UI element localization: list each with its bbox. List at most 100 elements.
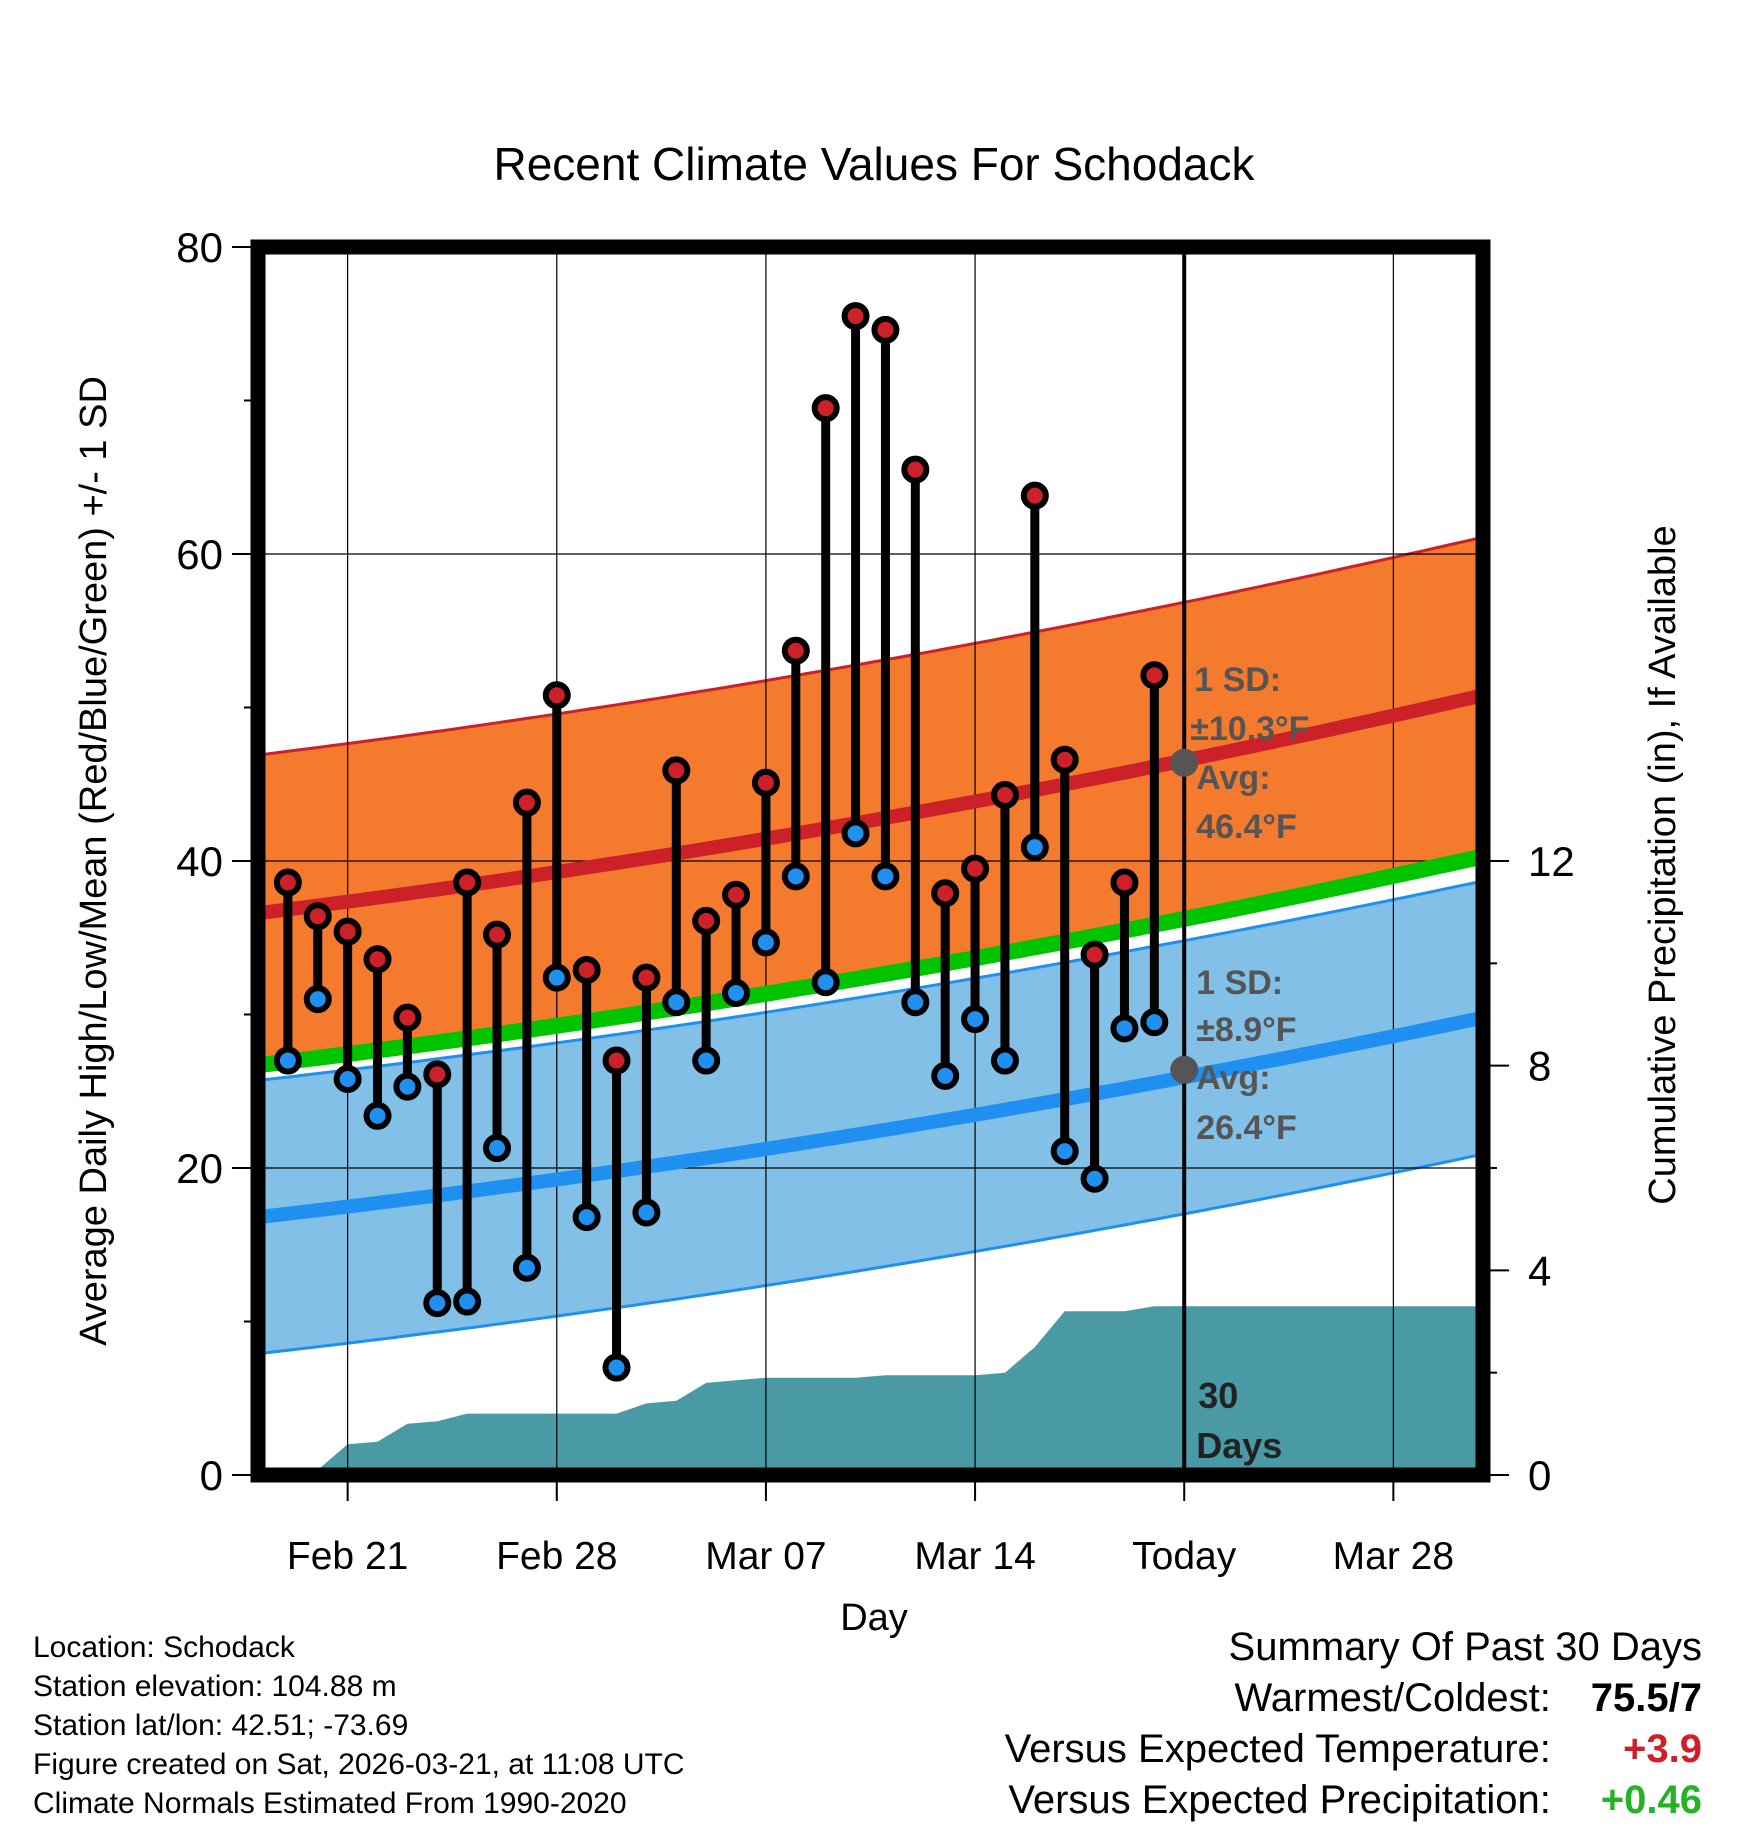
daily-high-point [512,788,541,817]
daily-high-point [751,768,780,797]
low-avg-label: Avg: [1196,1059,1270,1097]
chart-title: Recent Climate Values For Schodack [493,138,1255,190]
y-tick-label: 20 [176,1145,223,1192]
low-sd-band [258,881,1483,1354]
latlon-text: Station lat/lon: 42.51; -73.69 [33,1709,409,1742]
x-tick-label: Today [1132,1535,1237,1578]
warmest-label: Warmest/Coldest: [1234,1676,1551,1720]
daily-high-point [662,756,691,785]
summary-precip-row: Versus Expected Precipitation: +0.46 [1005,1775,1702,1826]
daily-high-point [961,854,990,883]
daily-low-point [572,1203,601,1232]
daily-low-point [1020,833,1049,862]
y-tick-label: 60 [176,531,223,578]
today-low-avg-marker [1170,1055,1199,1084]
daily-low-point [841,819,870,848]
x-tick-label: Mar 07 [705,1535,826,1578]
daily-high-point [1110,868,1139,897]
created-text: Figure created on Sat, 2026-03-21, at 11… [33,1748,685,1781]
daily-high-point [602,1046,631,1075]
y2-tick-label: 4 [1528,1247,1551,1294]
precip-area [258,1306,1483,1475]
y-tick-label: 80 [176,224,223,271]
daily-low-point [632,1198,661,1227]
daily-high-point [1080,940,1109,969]
temp-label: Versus Expected Temperature: [1004,1727,1551,1771]
daily-high-point [483,920,512,949]
daily-low-point [811,968,840,997]
daily-high-point [303,902,332,931]
precip-value: +0.46 [1600,1778,1702,1822]
low-sd-value: ±8.9°F [1196,1011,1296,1049]
high-sd-value: ±10.3°F [1190,710,1309,748]
daily-low-point [363,1101,392,1130]
daily-high-point [990,780,1019,809]
daily-low-point [990,1046,1019,1075]
daily-low-point [961,1005,990,1034]
daily-high-point [901,455,930,484]
daily-high-point [931,879,960,908]
daily-low-point [1110,1014,1139,1043]
daily-high-point [722,880,751,909]
x-tick-label: Mar 14 [914,1535,1035,1578]
daily-low-point [273,1046,302,1075]
daily-high-point [871,315,900,344]
daily-low-point [871,862,900,891]
daily-high-point [363,945,392,974]
daily-low-point [931,1061,960,1090]
daily-low-point [901,988,930,1017]
daily-high-point [1140,661,1169,690]
daily-low-point [1080,1164,1109,1193]
daily-high-point [811,394,840,423]
daily-low-point [1140,1008,1169,1037]
daily-low-point [453,1287,482,1316]
summary-temp-row: Versus Expected Temperature: +3.9 [1005,1724,1702,1775]
low-band-upper-edge [257,879,1484,1082]
warmest-value: 75.5/7 [1590,1676,1702,1720]
daily-high-point [632,963,661,992]
normal-low-line [257,1010,1485,1225]
high-band-upper-edge [257,535,1484,757]
daily-high-point [692,906,721,935]
daily-high-point [1050,745,1079,774]
summary-warmest-row: Warmest/Coldest: 75.5/7 [1005,1673,1703,1724]
daily-low-point [692,1046,721,1075]
daily-low-point [393,1072,422,1101]
days-word-label: Days [1196,1425,1282,1466]
daily-low-point [423,1289,452,1318]
daily-low-point [781,862,810,891]
low-sd-label: 1 SD: [1196,964,1283,1002]
temp-value: +3.9 [1623,1727,1702,1771]
daily-low-point [602,1353,631,1382]
y-tick-label: 0 [200,1452,223,1499]
days-count-label: 30 [1198,1375,1238,1416]
plot-area: 1 SD: ±10.3°F Avg: 46.4°F 1 SD: ±8.9°F Avg: 26.… [176,224,1574,1578]
station-metadata: Location: Schodack Station elevation: 10… [33,1628,685,1823]
today-high-avg-marker [1170,748,1199,777]
y2-tick-label: 0 [1528,1452,1551,1499]
daily-low-point [512,1253,541,1282]
daily-low-point [722,979,751,1008]
daily-high-point [333,917,362,946]
daily-low-point [483,1134,512,1163]
y-axis-label: Average Daily High/Low/Mean (Red/Blue/Gr… [73,376,115,1346]
low-band-lower-edge [257,1152,1484,1356]
daily-low-point [333,1064,362,1093]
y2-tick-label: 12 [1528,838,1575,885]
x-tick-label: Feb 28 [496,1535,617,1578]
daily-high-point [393,1003,422,1032]
y2-tick-label: 8 [1528,1043,1551,1090]
daily-high-point [781,636,810,665]
daily-low-point [1050,1137,1079,1166]
x-tick-label: Mar 28 [1333,1535,1454,1578]
normal-mean-line [257,848,1485,1074]
daily-high-point [542,681,571,710]
low-avg-value: 26.4°F [1196,1109,1297,1147]
daily-low-point [303,985,332,1014]
high-avg-value: 46.4°F [1196,808,1297,846]
daily-low-point [662,988,691,1017]
daily-high-point [453,868,482,897]
daily-high-point [273,868,302,897]
normals-text: Climate Normals Estimated From 1990-2020 [33,1787,627,1820]
high-sd-label: 1 SD: [1194,661,1281,699]
